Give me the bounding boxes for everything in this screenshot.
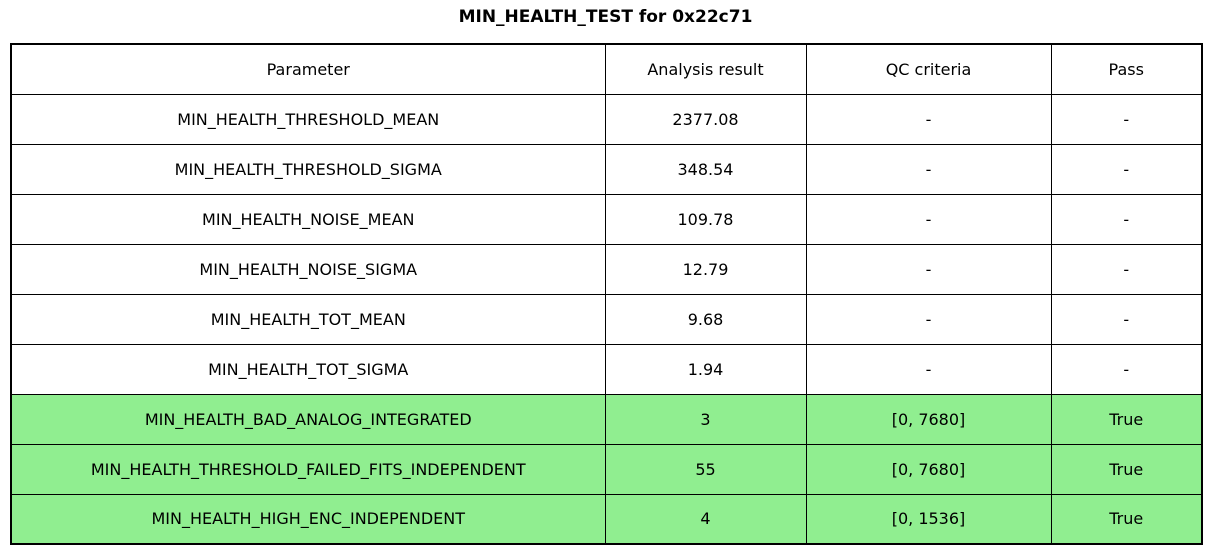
cell-parameter: MIN_HEALTH_NOISE_MEAN <box>10 193 606 245</box>
cell-parameter: MIN_HEALTH_THRESHOLD_SIGMA <box>10 143 606 195</box>
cell-parameter: MIN_HEALTH_TOT_SIGMA <box>10 343 606 395</box>
cell-parameter: MIN_HEALTH_TOT_MEAN <box>10 293 606 345</box>
cell-pass: - <box>1050 343 1203 395</box>
table-row: MIN_HEALTH_TOT_MEAN 9.68 - - <box>10 293 1203 345</box>
cell-analysis-result: 9.68 <box>604 293 807 345</box>
cell-qc-criteria: - <box>805 243 1052 295</box>
cell-analysis-result: 1.94 <box>604 343 807 395</box>
table-row: MIN_HEALTH_NOISE_SIGMA 12.79 - - <box>10 243 1203 295</box>
cell-pass: - <box>1050 93 1203 145</box>
cell-analysis-result: 2377.08 <box>604 93 807 145</box>
cell-analysis-result: 12.79 <box>604 243 807 295</box>
cell-parameter: MIN_HEALTH_THRESHOLD_MEAN <box>10 93 606 145</box>
cell-pass: - <box>1050 193 1203 245</box>
cell-pass: True <box>1050 443 1203 495</box>
table-row: MIN_HEALTH_TOT_SIGMA 1.94 - - <box>10 343 1203 395</box>
cell-analysis-result: 3 <box>604 393 807 445</box>
table-row: MIN_HEALTH_THRESHOLD_MEAN 2377.08 - - <box>10 93 1203 145</box>
column-header-parameter: Parameter <box>10 43 606 95</box>
cell-pass: True <box>1050 393 1203 445</box>
table-row: MIN_HEALTH_HIGH_ENC_INDEPENDENT 4 [0, 15… <box>10 493 1203 545</box>
cell-parameter: MIN_HEALTH_HIGH_ENC_INDEPENDENT <box>10 493 606 545</box>
cell-analysis-result: 348.54 <box>604 143 807 195</box>
cell-pass: True <box>1050 493 1203 545</box>
cell-qc-criteria: - <box>805 193 1052 245</box>
cell-qc-criteria: - <box>805 143 1052 195</box>
cell-pass: - <box>1050 293 1203 345</box>
cell-qc-criteria: - <box>805 93 1052 145</box>
column-header-pass: Pass <box>1050 43 1203 95</box>
cell-analysis-result: 55 <box>604 443 807 495</box>
column-header-analysis-result: Analysis result <box>604 43 807 95</box>
qc-results-table: Parameter Analysis result QC criteria Pa… <box>10 43 1203 545</box>
cell-parameter: MIN_HEALTH_NOISE_SIGMA <box>10 243 606 295</box>
cell-parameter: MIN_HEALTH_THRESHOLD_FAILED_FITS_INDEPEN… <box>10 443 606 495</box>
cell-parameter: MIN_HEALTH_BAD_ANALOG_INTEGRATED <box>10 393 606 445</box>
table-row: MIN_HEALTH_BAD_ANALOG_INTEGRATED 3 [0, 7… <box>10 393 1203 445</box>
cell-pass: - <box>1050 243 1203 295</box>
cell-qc-criteria: [0, 7680] <box>805 393 1052 445</box>
cell-qc-criteria: - <box>805 343 1052 395</box>
cell-pass: - <box>1050 143 1203 195</box>
table-header-row: Parameter Analysis result QC criteria Pa… <box>10 43 1203 95</box>
table-row: MIN_HEALTH_NOISE_MEAN 109.78 - - <box>10 193 1203 245</box>
table-row: MIN_HEALTH_THRESHOLD_SIGMA 348.54 - - <box>10 143 1203 195</box>
page-title: MIN_HEALTH_TEST for 0x22c71 <box>458 7 753 27</box>
cell-qc-criteria: [0, 7680] <box>805 443 1052 495</box>
table-row: MIN_HEALTH_THRESHOLD_FAILED_FITS_INDEPEN… <box>10 443 1203 495</box>
cell-analysis-result: 4 <box>604 493 807 545</box>
cell-analysis-result: 109.78 <box>604 193 807 245</box>
cell-qc-criteria: [0, 1536] <box>805 493 1052 545</box>
column-header-qc-criteria: QC criteria <box>805 43 1052 95</box>
cell-qc-criteria: - <box>805 293 1052 345</box>
